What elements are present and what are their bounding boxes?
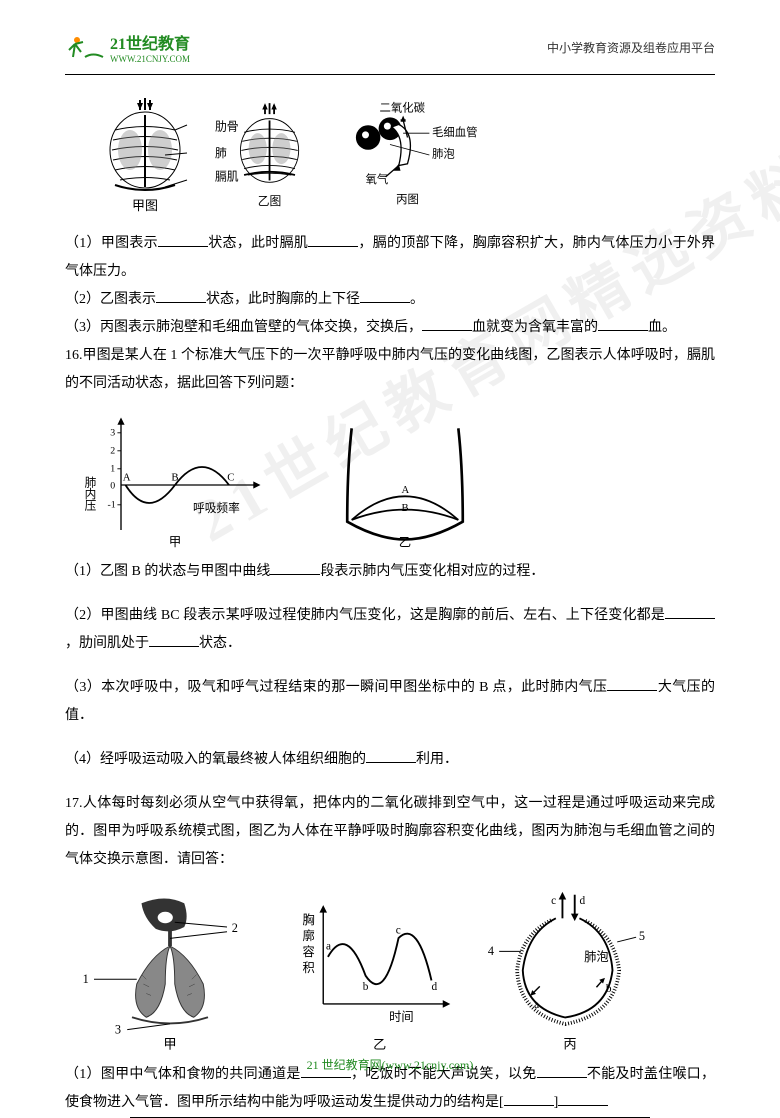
question-15-2: （2）乙图表示状态，此时胸廓的上下径。 [65,286,715,314]
svg-text:1: 1 [83,972,89,986]
svg-text:廓: 廓 [303,927,315,942]
svg-text:-1: -1 [108,500,116,511]
logo-section: 21世纪教育 WWW.21CNJY.COM [65,30,190,64]
svg-text:a: a [326,940,331,952]
svg-text:乙图: 乙图 [258,194,282,208]
svg-text:呼吸频率: 呼吸频率 [193,501,240,515]
svg-text:c: c [396,924,401,936]
svg-text:2: 2 [110,446,115,457]
svg-text:B: B [401,503,408,514]
svg-text:膈肌: 膈肌 [215,169,239,183]
svg-text:A: A [123,472,131,484]
question-15-3: （3）丙图表示肺泡壁和毛细血管壁的气体交换，交换后，血就变为含氧丰富的血。 [65,314,715,342]
svg-text:肺: 肺 [215,146,227,160]
svg-text:胸: 胸 [303,911,315,926]
question-16-2: （2）甲图曲线 BC 段表示某呼吸过程使肺内气压变化，这是胸廓的前后、左右、上下… [65,602,715,658]
footer-divider [130,1117,650,1118]
svg-text:2: 2 [232,921,238,935]
svg-text:4: 4 [488,944,494,958]
header-divider [65,74,715,75]
figure-row-2: 肺内压 3 2 1 0 -1 A B C 呼吸频率 甲 A B 乙 [85,413,715,548]
question-16-intro: 16.甲图是某人在 1 个标准大气压下的一次平静呼吸中肺内气压的变化曲线图，乙图… [65,342,715,398]
svg-text:丙: 丙 [563,1037,576,1051]
svg-text:肺泡: 肺泡 [584,950,609,964]
svg-text:二氧化碳: 二氧化碳 [380,100,426,114]
svg-text:丙图: 丙图 [396,193,419,206]
svg-text:氧气: 氧气 [366,172,389,186]
logo-url: WWW.21CNJY.COM [110,54,190,64]
header-platform-text: 中小学教育资源及组卷应用平台 [547,39,715,56]
svg-text:5: 5 [639,929,645,943]
pressure-graph-svg: 肺内压 3 2 1 0 -1 A B C 呼吸频率 甲 [85,413,265,548]
svg-text:0: 0 [110,481,115,492]
svg-text:a: a [534,999,539,1011]
svg-text:b: b [606,983,612,995]
svg-text:B: B [171,472,178,484]
logo-text: 21世纪教育 [110,36,190,53]
footer-text: 21 世纪教育网(www.21cnjy.com) [0,1056,780,1073]
svg-text:积: 积 [303,960,315,974]
svg-text:肋骨: 肋骨 [215,119,239,133]
alveoli-bing-svg: 二氧化碳 氧气 毛细血管 肺泡 丙图 [355,95,495,215]
question-16-3: （3）本次呼吸中，吸气和呼气过程结束的那一瞬间甲图坐标中的 B 点，此时肺内气压… [65,674,715,730]
svg-text:C: C [227,472,234,484]
page-footer: 21 世纪教育网(www.21cnjy.com) [65,1117,715,1118]
svg-text:b: b [363,980,369,992]
svg-text:3: 3 [110,428,115,439]
question-16-4: （4）经呼吸运动吸入的氧最终被人体组织细胞的利用． [65,746,715,774]
svg-text:毛细血管: 毛细血管 [432,125,477,139]
logo-icon [65,32,105,62]
alveoli-exchange-svg: c d 肺泡 4 5 a b 丙 [485,890,655,1051]
svg-text:乙: 乙 [373,1037,386,1051]
svg-text:c: c [551,895,556,907]
svg-text:A: A [401,485,409,496]
ribcage-jia-svg: 甲图 [95,95,195,215]
svg-text:d: d [431,980,437,992]
question-17-intro: 17.人体每时每刻必须从空气中获得氧，把体内的二氧化碳排到空气中，这一过程是通过… [65,790,715,874]
svg-text:甲: 甲 [169,535,182,548]
respiratory-system-svg: 1 2 3 甲 [75,889,265,1051]
question-15-1: （1）甲图表示状态，此时膈肌，膈的顶部下降，胸廓容积扩大，肺内气体压力小于外界气… [65,230,715,286]
ribcage-yi-svg: 肋骨 肺 膈肌 乙图 [215,95,315,215]
svg-text:3: 3 [115,1022,121,1036]
svg-text:甲: 甲 [163,1037,176,1051]
volume-curve-svg: 胸 廓 容 积 a b c d 时间 乙 [295,891,455,1051]
svg-text:肺泡: 肺泡 [432,147,455,161]
svg-text:肺内压: 肺内压 [85,476,96,512]
svg-text:d: d [579,895,585,907]
svg-text:1: 1 [110,464,115,475]
ribcage-diagrams: 甲图 肋骨 肺 膈肌 乙图 [95,95,315,215]
question-16-1: （1）乙图 B 的状态与甲图中曲线段表示肺内气压变化相对应的过程． [65,558,715,586]
svg-text:乙: 乙 [399,535,411,548]
figure-row-1: 甲图 肋骨 肺 膈肌 乙图 二氧化碳 氧气 毛细血管 [95,95,715,215]
page-header: 21世纪教育 WWW.21CNJY.COM 中小学教育资源及组卷应用平台 [65,30,715,64]
diaphragm-svg: A B 乙 [325,415,485,548]
svg-text:容: 容 [303,943,315,958]
svg-text:时间: 时间 [389,1009,413,1023]
svg-text:甲图: 甲图 [132,198,158,213]
figure-row-3: 1 2 3 甲 胸 廓 容 积 a b c d 时间 乙 c d 肺泡 4 [75,889,715,1051]
